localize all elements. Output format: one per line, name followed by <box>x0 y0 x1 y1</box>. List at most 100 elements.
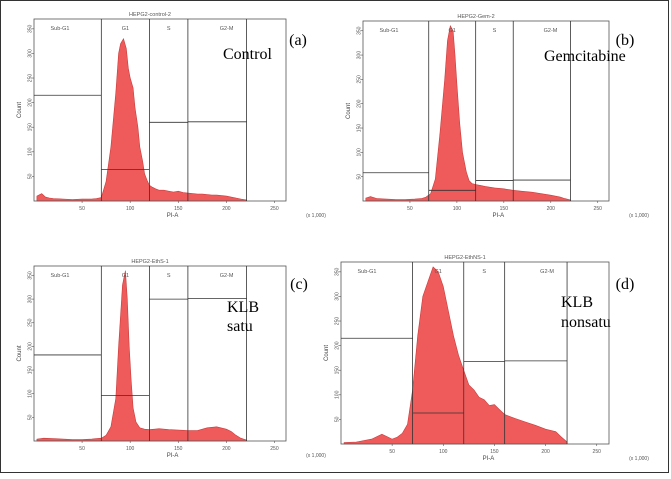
y-tick-label: 250 <box>28 74 34 83</box>
chart-title: HEPG2-control-2 <box>129 12 171 18</box>
x-axis-label: PI-A <box>492 213 504 219</box>
y-tick-label: 250 <box>28 318 34 327</box>
gate-label: Sub-G1 <box>358 269 377 275</box>
y-tick-label: 350 <box>335 267 341 276</box>
plot-frame <box>362 20 610 202</box>
x-tick-label: 150 <box>174 206 183 212</box>
y-tick-label: 300 <box>28 295 34 304</box>
y-tick-label: 150 <box>335 366 341 375</box>
treatment-name: Control <box>223 46 272 63</box>
y-axis-label: Count <box>17 345 23 361</box>
x-unit-label: (x 1,000) <box>629 456 649 462</box>
treatment-name-line2: nonsatu <box>561 314 611 331</box>
gate-label: Sub-G1 <box>380 28 399 34</box>
panel-c: Sub-G1 G1 S G2-M HEPG2-EthS-1 50 100 150 200 250 5… <box>17 259 326 459</box>
treatment-name: KLB <box>227 299 259 316</box>
y-tick-label: 300 <box>28 49 34 58</box>
plot-frame <box>33 265 287 442</box>
gate-label: S <box>482 269 486 275</box>
x-tick-label: 50 <box>389 449 395 455</box>
y-tick-label: 250 <box>357 75 363 84</box>
x-tick-label: 150 <box>490 449 499 455</box>
y-tick-label: 50 <box>28 173 34 179</box>
x-tick-label: 50 <box>407 206 413 212</box>
panel-letter: (a) <box>289 32 307 49</box>
y-tick-label: 150 <box>28 366 34 375</box>
y-tick-label: 200 <box>357 99 363 108</box>
x-tick-label: 200 <box>541 449 550 455</box>
y-axis-label: Count <box>17 102 23 118</box>
gate-label: G2-M <box>540 269 554 275</box>
y-tick-label: 300 <box>357 51 363 60</box>
y-axis-label: Count <box>346 103 352 119</box>
x-unit-label: (x 1,000) <box>306 213 326 219</box>
x-tick-label: 200 <box>222 206 231 212</box>
y-tick-label: 50 <box>28 414 34 420</box>
gate-label: G2-M <box>220 273 234 279</box>
y-tick-label: 300 <box>335 292 341 301</box>
panel-d: Sub-G1 G1 S G2-M HEPG2-EthNS-1 50 100 150 200 250… <box>324 255 649 462</box>
x-tick-label: 150 <box>500 206 509 212</box>
gate-label: S <box>493 28 497 34</box>
panel-b: Sub-G1 G1 S G2-M HEPG2-Gem-2 50 100 150 200 250 50… <box>346 14 649 219</box>
x-unit-label: (x 1,000) <box>629 213 649 219</box>
x-tick-label: 150 <box>174 446 183 452</box>
y-tick-label: 350 <box>357 26 363 35</box>
x-tick-label: 200 <box>547 206 556 212</box>
y-tick-label: 100 <box>357 148 363 157</box>
x-axis-label: PI-A <box>167 213 179 219</box>
y-tick-label: 100 <box>28 389 34 398</box>
y-tick-label: 200 <box>335 341 341 350</box>
x-tick-label: 250 <box>270 206 279 212</box>
y-tick-label: 150 <box>357 124 363 133</box>
gate-label: S <box>167 273 171 279</box>
histogram-area <box>36 270 247 442</box>
gate-label: G1 <box>122 26 129 32</box>
chart-title: HEPG2-Gem-2 <box>457 14 494 20</box>
y-tick-label: 100 <box>28 147 34 156</box>
histogram-area <box>36 37 247 202</box>
y-tick-label: 200 <box>28 98 34 107</box>
x-tick-label: 100 <box>126 446 135 452</box>
histogram-area <box>343 266 568 445</box>
histogram-area <box>365 25 571 202</box>
x-tick-label: 100 <box>439 449 448 455</box>
y-tick-label: 50 <box>335 416 341 422</box>
x-tick-label: 100 <box>126 206 135 212</box>
gate-label: Sub-G1 <box>51 26 70 32</box>
treatment-name: Gemcitabine <box>544 48 626 65</box>
panel-a: Sub-G1 G1 S G2-M HEPG2-control-2 50 100 150 200 2… <box>17 12 326 219</box>
panel-letter: (c) <box>290 276 308 293</box>
y-tick-label: 350 <box>28 24 34 33</box>
x-axis-label: PI-A <box>167 453 179 459</box>
x-axis-label: PI-A <box>483 456 495 462</box>
treatment-name: KLB <box>561 294 593 311</box>
x-tick-label: 50 <box>79 206 85 212</box>
y-tick-label: 250 <box>335 317 341 326</box>
y-tick-label: 50 <box>357 174 363 180</box>
gate-label: Sub-G1 <box>51 273 70 279</box>
x-tick-label: 250 <box>270 446 279 452</box>
y-axis-label: Count <box>324 345 330 361</box>
plot-frame <box>340 261 610 445</box>
y-tick-label: 350 <box>28 271 34 280</box>
gate-label: G2-M <box>220 26 234 32</box>
plot-frame <box>33 18 287 202</box>
gate-label: G1 <box>435 269 442 275</box>
treatment-name-line2: satu <box>227 318 253 335</box>
y-tick-label: 200 <box>28 342 34 351</box>
x-unit-label: (x 1,000) <box>306 453 326 459</box>
gate-label: S <box>167 26 171 32</box>
gate-label: G1 <box>449 28 456 34</box>
panel-letter: (d) <box>616 276 635 293</box>
chart-title: HEPG2-EthNS-1 <box>444 255 485 261</box>
x-tick-label: 50 <box>79 446 85 452</box>
x-tick-label: 200 <box>222 446 231 452</box>
gate-label: G1 <box>122 273 129 279</box>
x-tick-label: 100 <box>453 206 462 212</box>
panel-letter: (b) <box>616 32 635 49</box>
x-tick-label: 250 <box>593 449 602 455</box>
y-tick-label: 100 <box>335 390 341 399</box>
